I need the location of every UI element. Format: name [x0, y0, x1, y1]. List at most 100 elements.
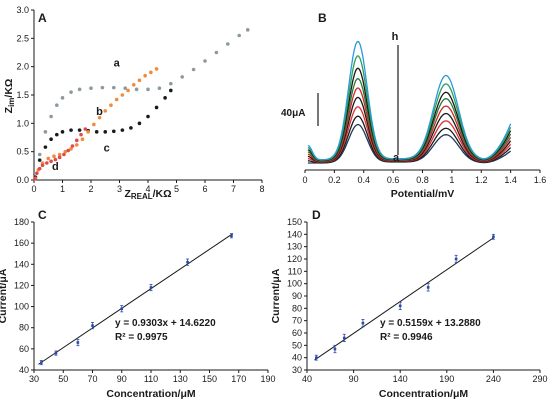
- x-axis-label: Concentration/μM: [379, 388, 469, 400]
- x-tick-label: 1.4: [504, 175, 517, 185]
- y-tick-label: 140: [14, 259, 29, 269]
- y-tick-label: 60: [19, 344, 29, 354]
- curve-label-h: h: [392, 31, 399, 43]
- y-tick-label: 150: [287, 217, 302, 227]
- point-series-d: [62, 152, 66, 157]
- point-series-d: [70, 144, 75, 148]
- point-series-d: [53, 157, 58, 162]
- x-tick-label: 190: [439, 374, 454, 384]
- y-tick-label: 1.5: [16, 90, 29, 100]
- y-tick-label: 120: [287, 254, 302, 264]
- point-series-b: [77, 128, 82, 132]
- point-series-d: [45, 161, 49, 165]
- panel-label: B: [318, 11, 327, 25]
- y-axis-label: Zim/KΩ: [3, 79, 16, 114]
- point-series-d: [57, 155, 62, 160]
- data-point: [230, 234, 233, 238]
- x-tick-label: 240: [486, 374, 501, 384]
- x-tick-label: 0.8: [416, 175, 429, 185]
- scale-bar-label: 40μA: [281, 108, 305, 119]
- point-series-c: [69, 147, 73, 151]
- point-series-c: [149, 70, 153, 75]
- x-axis-label-unit: /KΩ: [153, 188, 172, 200]
- point-series-a: [89, 86, 93, 90]
- point-series-c: [57, 152, 62, 157]
- x-tick-label: 40: [302, 374, 312, 384]
- point-series-d: [83, 127, 88, 131]
- point-series-c: [46, 156, 51, 161]
- data-point: [40, 361, 43, 364]
- data-point: [91, 324, 94, 327]
- point-series-b: [169, 88, 173, 93]
- x-tick-label: 0: [31, 184, 36, 194]
- point-series-b: [163, 96, 167, 100]
- point-series-b: [49, 137, 53, 141]
- y-axis-label: Current/μA: [270, 268, 282, 323]
- panel-label: C: [38, 208, 47, 222]
- fit-r-squared: R² = 0.9946: [380, 332, 433, 343]
- x-axis-label-main: Z: [124, 188, 131, 200]
- y-tick-label: 50: [292, 340, 302, 350]
- point-series-b: [146, 114, 150, 119]
- point-series-b: [120, 128, 125, 132]
- point-series-c: [63, 149, 68, 154]
- data-point: [361, 321, 365, 325]
- point-series-a: [60, 96, 65, 100]
- y-tick-label: 2.5: [16, 33, 29, 43]
- x-axis-label: Concentration/μM: [106, 388, 196, 400]
- panel-b: 0 0.2 0.4 0.6 0.8 1 1.2 1.4 1.6 Potential/mV 40μA h…: [281, 11, 546, 200]
- point-series-c: [131, 83, 136, 87]
- x-tick-label: 90: [117, 374, 127, 384]
- x-tick-label: 2: [88, 184, 93, 194]
- point-series-b: [154, 105, 159, 110]
- data-point: [398, 304, 402, 308]
- x-tick-label: 1: [60, 184, 65, 194]
- point-series-b: [112, 129, 116, 134]
- point-series-a: [37, 152, 42, 157]
- point-series-a: [49, 114, 53, 119]
- y-tick-label: 180: [14, 217, 29, 227]
- fit-r-squared: R² = 0.9975: [115, 332, 168, 343]
- point-series-b: [37, 158, 42, 162]
- curve-label-b: b: [96, 106, 103, 118]
- point-series-b: [55, 132, 59, 137]
- y-tick-label: 120: [14, 280, 29, 290]
- x-axis-label: Potential/mV: [391, 188, 455, 200]
- x-tick-label: 3: [117, 184, 122, 194]
- point-series-a: [237, 33, 241, 38]
- curve-label-a: a: [393, 152, 400, 164]
- point-series-c: [86, 130, 90, 134]
- y-tick-label: 3.0: [16, 5, 29, 15]
- point-series-a: [180, 75, 184, 79]
- x-tick-label: 8: [259, 184, 264, 194]
- point-series-c: [97, 115, 102, 120]
- point-series-c: [74, 143, 79, 147]
- y-tick-label: 40: [19, 365, 29, 375]
- y-tick-label: 80: [19, 323, 29, 333]
- point-series-a: [100, 85, 105, 90]
- x-tick-label: 1.2: [475, 175, 488, 185]
- y-tick-label: 2.0: [16, 62, 29, 72]
- panel-d: 40 90 140 190 240 290304050607080901001101201…: [270, 208, 548, 400]
- point-series-b: [94, 130, 99, 134]
- x-tick-label: 140: [393, 374, 408, 384]
- point-series-a: [203, 59, 207, 63]
- y-tick-label: 60: [292, 328, 302, 338]
- x-tick-label: 5: [174, 184, 179, 194]
- point-series-d: [35, 171, 39, 175]
- point-series-c: [103, 109, 108, 113]
- point-series-c: [109, 103, 113, 107]
- curve-label-c: c: [104, 143, 110, 155]
- x-tick-label: 0.2: [328, 175, 341, 185]
- point-series-d: [49, 159, 53, 164]
- point-series-a: [191, 67, 196, 72]
- point-series-a: [43, 130, 48, 134]
- x-tick-label: 6: [202, 184, 207, 194]
- y-tick-label: 0.5: [16, 147, 29, 157]
- fit-line: [38, 233, 234, 365]
- panel-a: 0 1 2 3 4 5 6 7 80.00.51.01.52.02.53.0ZREAL/KΩZi…: [3, 5, 265, 201]
- y-tick-label: 40: [292, 353, 302, 363]
- point-series-c: [92, 122, 96, 127]
- y-tick-label: 80: [292, 303, 302, 313]
- point-series-b: [129, 126, 133, 130]
